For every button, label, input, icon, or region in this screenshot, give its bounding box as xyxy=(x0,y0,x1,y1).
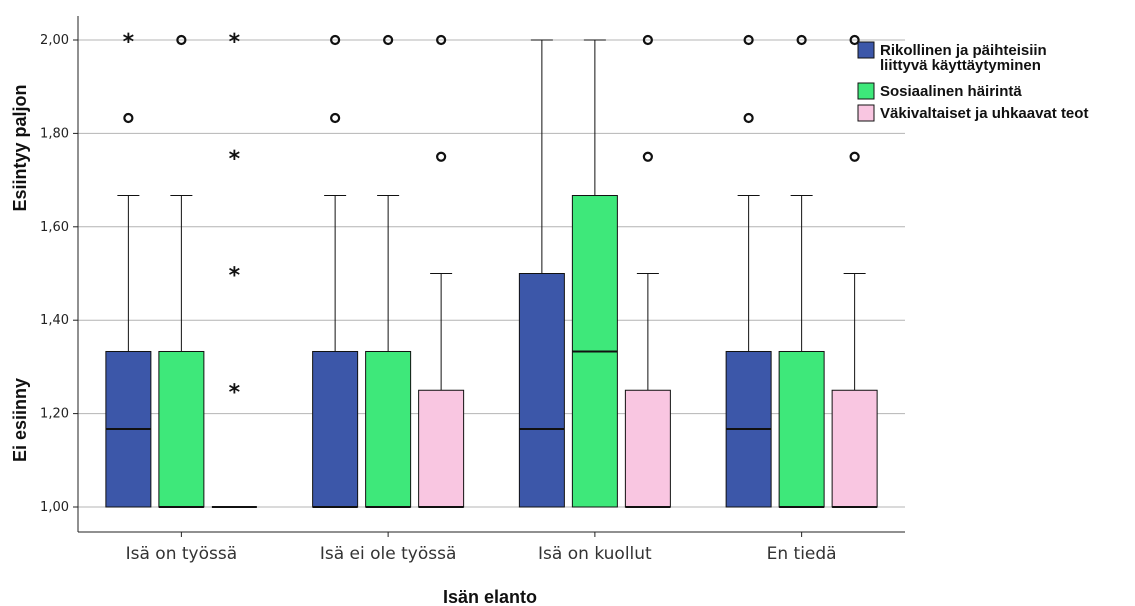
legend-label: liittyvä käyttäytyminen xyxy=(880,57,1041,74)
box xyxy=(725,34,772,508)
legend-label: Sosiaalinen häirintä xyxy=(880,83,1022,100)
y-tick-labels: 1,00 1,20 1,40 1,60 1,80 2,00 xyxy=(40,33,69,515)
x-axis-title: Isän elanto xyxy=(443,587,537,606)
outlier-marker xyxy=(330,34,341,46)
outlier-marker xyxy=(383,34,394,46)
outlier-marker xyxy=(849,34,860,46)
box xyxy=(312,34,359,508)
y-tick-label: 1,60 xyxy=(40,220,69,235)
box xyxy=(158,34,205,508)
x-category-labels: Isä on työssä Isä ei ole työssä Isä on kuo… xyxy=(126,544,837,564)
outlier-marker xyxy=(642,34,653,46)
legend-label: Väkivaltaiset ja uhkaavat teot xyxy=(880,105,1088,122)
outlier-marker xyxy=(642,151,653,162)
box xyxy=(571,39,618,508)
x-category-label: Isä on kuollut xyxy=(538,544,652,564)
outlier-marker xyxy=(849,151,860,162)
outlier-marker xyxy=(330,112,341,124)
y-axis-label-top: Esiintyy paljon xyxy=(10,84,30,211)
outlier-marker xyxy=(743,34,754,46)
outlier-marker xyxy=(123,112,134,124)
box xyxy=(418,34,465,508)
box xyxy=(831,34,878,508)
box: * xyxy=(105,30,152,508)
box xyxy=(365,34,412,508)
box-body xyxy=(365,350,412,508)
extreme-marker: * xyxy=(123,30,135,55)
box-body xyxy=(831,389,878,508)
box-body xyxy=(778,350,825,508)
outlier-marker xyxy=(796,34,807,46)
legend-swatch xyxy=(857,104,875,122)
x-category-label: Isä ei ole työssä xyxy=(320,544,457,564)
outlier-marker xyxy=(436,151,447,162)
extreme-marker: * xyxy=(229,30,241,55)
box: * * * * xyxy=(211,30,257,508)
extreme-marker: * xyxy=(229,147,241,172)
axes xyxy=(73,16,905,537)
y-tick-label: 1,80 xyxy=(40,126,69,141)
legend-swatch xyxy=(857,82,875,100)
y-axis-label-bottom: Ei esiinny xyxy=(10,378,30,462)
y-tick-label: 1,00 xyxy=(40,500,69,515)
x-category-label: Isä on työssä xyxy=(126,544,238,564)
outlier-marker xyxy=(176,34,187,46)
legend-label: Rikollinen ja päihteisiin xyxy=(880,42,1047,59)
outlier-marker xyxy=(436,34,447,46)
box xyxy=(778,34,825,508)
box-body xyxy=(518,273,565,508)
box-body xyxy=(418,389,465,508)
box xyxy=(518,39,565,508)
y-tick-label: 1,20 xyxy=(40,407,69,422)
extreme-marker: * xyxy=(229,264,241,289)
box-body xyxy=(312,350,359,508)
outlier-marker xyxy=(743,112,754,124)
x-category-label: En tiedä xyxy=(767,544,837,564)
plot-area: * * * * * xyxy=(105,30,878,508)
box-body xyxy=(158,350,205,508)
extreme-marker: * xyxy=(229,380,241,405)
box-body xyxy=(624,389,671,508)
box xyxy=(624,34,671,508)
y-tick-label: 2,00 xyxy=(40,33,69,48)
legend-swatch xyxy=(857,41,875,59)
y-tick-label: 1,40 xyxy=(40,313,69,328)
